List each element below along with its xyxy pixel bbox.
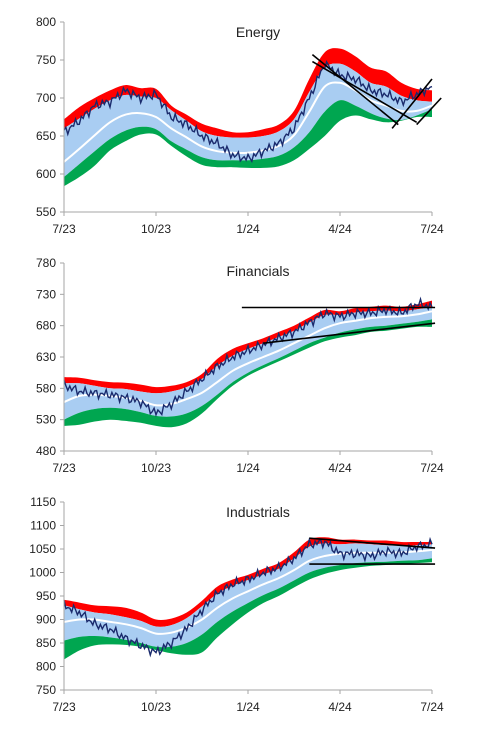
chart-title: Industrials	[226, 504, 290, 520]
x-tick-label: 4/24	[328, 222, 352, 236]
x-tick-label: 7/23	[52, 461, 76, 475]
y-tick-label: 630	[36, 350, 56, 364]
middle-blue-band	[64, 543, 432, 648]
chart-panel-financials: 480 530 580 630 680 730 780 7/23 10/23 1/24 4/24 7/…	[36, 256, 444, 475]
moving-average-line	[63, 548, 433, 635]
trendline-2	[311, 60, 418, 124]
y-tick-label: 1000	[29, 566, 56, 580]
x-tick-label: 7/24	[420, 222, 444, 236]
x-tick-label: 7/24	[420, 700, 444, 714]
x-tick-label: 4/24	[328, 700, 352, 714]
y-tick-label: 480	[36, 444, 56, 458]
y-tick-label: 680	[36, 319, 56, 333]
x-tick-label: 1/24	[236, 461, 260, 475]
x-tick-label: 1/24	[236, 700, 260, 714]
y-tick-label: 800	[36, 660, 56, 674]
x-tick-label: 1/24	[236, 222, 260, 236]
x-tick-label: 7/23	[52, 222, 76, 236]
price-line	[63, 60, 433, 164]
chart-title: Financials	[226, 263, 289, 279]
y-tick-label: 900	[36, 613, 56, 627]
lower-green-band	[64, 558, 432, 660]
x-tick-label: 7/24	[420, 461, 444, 475]
price-line	[63, 296, 433, 417]
y-tick-label: 650	[36, 129, 56, 143]
y-tick-label: 730	[36, 287, 56, 301]
y-tick-label: 1050	[29, 542, 56, 556]
y-tick-label: 530	[36, 413, 56, 427]
lower-green-band	[64, 319, 432, 428]
moving-average-line	[63, 81, 433, 163]
y-tick-label: 600	[36, 167, 56, 181]
x-tick-label: 10/23	[141, 700, 171, 714]
y-tick-label: 1100	[30, 519, 56, 533]
y-tick-label: 780	[36, 256, 56, 270]
trendline-1	[309, 537, 436, 549]
trendline-2	[263, 322, 436, 345]
y-tick-label: 580	[36, 381, 56, 395]
x-tick-label: 4/24	[328, 461, 352, 475]
upper-red-band	[64, 48, 432, 138]
y-tick-label: 1150	[30, 495, 56, 509]
x-tick-label: 7/23	[52, 700, 76, 714]
trendline-1	[311, 54, 399, 126]
trendline-3	[391, 78, 433, 129]
trendline-4	[416, 97, 442, 126]
y-tick-label: 550	[36, 205, 56, 219]
price-line	[63, 536, 433, 658]
chart-panel-energy: 550 600 650 700 750 800 7/23 10/23 1/24 4/24 7/24 E…	[36, 15, 444, 236]
chart-title: Energy	[236, 24, 280, 40]
middle-blue-band	[64, 63, 432, 177]
x-tick-label: 10/23	[141, 461, 171, 475]
y-tick-label: 800	[36, 15, 56, 29]
chart-panel-industrials: 750 800 850 900 950 1000 1050 1100 1150 7/23 10/23…	[29, 495, 444, 714]
y-tick-label: 850	[36, 636, 56, 650]
y-tick-label: 700	[36, 91, 56, 105]
y-tick-label: 750	[36, 683, 56, 697]
y-tick-label: 750	[36, 53, 56, 67]
y-tick-label: 950	[36, 589, 56, 603]
x-tick-label: 10/23	[141, 222, 171, 236]
